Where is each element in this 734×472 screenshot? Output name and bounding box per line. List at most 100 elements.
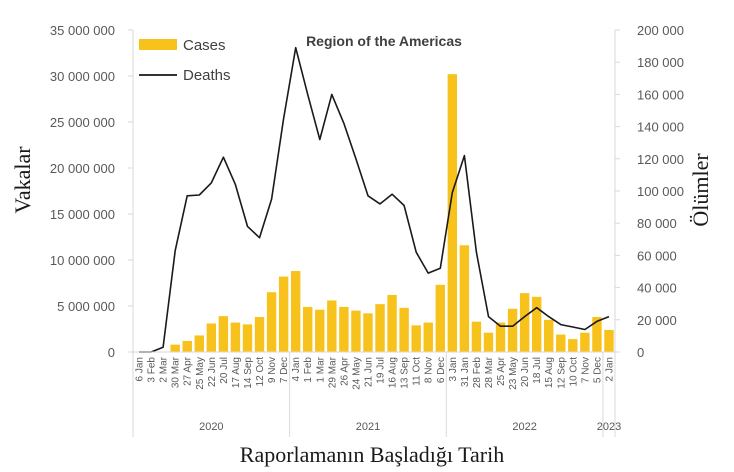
x-tick-label: 1 Feb bbox=[303, 357, 314, 383]
deaths-line-group bbox=[139, 46, 610, 353]
cases-bar bbox=[495, 322, 506, 352]
cases-bar bbox=[375, 304, 385, 352]
cases-bar bbox=[290, 271, 301, 352]
cases-bar bbox=[580, 332, 590, 352]
cases-bar bbox=[544, 319, 554, 352]
cases-bar bbox=[206, 323, 217, 352]
legend: Cases Deaths bbox=[139, 37, 231, 84]
y-tick-label: 10 000 000 bbox=[50, 253, 115, 268]
cases-bar bbox=[604, 329, 614, 352]
right-axis: 0 20 000 40 000 60 000 80 000 100 000 120 000 1… bbox=[614, 23, 684, 360]
y2-tick-label: 60 000 bbox=[637, 248, 677, 263]
cases-bar bbox=[339, 306, 349, 352]
cases-bar bbox=[556, 334, 566, 352]
x-tick-label: 24 May bbox=[351, 357, 362, 390]
x-tick-label: 23 May bbox=[508, 357, 519, 390]
x-tick-label: 20 Jun bbox=[520, 357, 531, 387]
y-tick-label: 30 000 000 bbox=[50, 69, 115, 84]
cases-bar bbox=[568, 339, 578, 352]
cases-bar bbox=[242, 324, 253, 352]
year-label: 2021 bbox=[356, 421, 380, 433]
x-tick-label: 16 Aug bbox=[388, 357, 399, 388]
x-tick-label: 25 Apr bbox=[496, 356, 507, 386]
cases-bar bbox=[254, 317, 265, 352]
cases-bar bbox=[387, 294, 397, 352]
x-tick-label: 15 Aug bbox=[544, 357, 555, 388]
year-label: 2023 bbox=[597, 421, 621, 433]
y-axis-title: Vakalar bbox=[10, 146, 35, 214]
x-tick-label: 12 Sep bbox=[556, 357, 567, 389]
y2-tick-label: 0 bbox=[637, 345, 644, 360]
legend-label-deaths: Deaths bbox=[183, 67, 231, 84]
x-tick-label: 26 Apr bbox=[339, 356, 350, 386]
y2-tick-label: 160 000 bbox=[637, 87, 684, 102]
cases-bar bbox=[423, 322, 433, 352]
x-tick-label: 9 Nov bbox=[267, 357, 278, 383]
y2-tick-label: 140 000 bbox=[637, 120, 684, 135]
year-label: 2022 bbox=[512, 421, 536, 433]
deaths-line bbox=[139, 46, 610, 353]
x-tick-label: 14 Sep bbox=[243, 357, 254, 389]
y-tick-label: 25 000 000 bbox=[50, 115, 115, 130]
y-tick-label: 15 000 000 bbox=[50, 207, 115, 222]
chart-title: Region of the Americas bbox=[306, 33, 462, 49]
y2-tick-label: 80 000 bbox=[637, 216, 677, 231]
y2-tick-label: 40 000 bbox=[637, 281, 677, 296]
x-tick-label: 2 Mar bbox=[159, 356, 170, 382]
x-tick-label: 3 Jan bbox=[448, 357, 459, 381]
cases-bar bbox=[182, 340, 192, 352]
left-axis: 0 5 000 000 10 000 000 15 000 000 20 000 000… bbox=[50, 23, 134, 360]
x-tick-label: 6 Dec bbox=[436, 357, 447, 383]
cases-bar bbox=[531, 296, 542, 352]
y2-tick-label: 20 000 bbox=[637, 313, 677, 328]
cases-bar bbox=[218, 316, 229, 352]
cases-bar bbox=[507, 308, 518, 352]
x-tick-label: 29 Mar bbox=[327, 356, 338, 388]
x-tick-label: 7 Nov bbox=[580, 357, 591, 383]
legend-label-cases: Cases bbox=[183, 37, 226, 54]
x-tick-label: 20 Jul bbox=[219, 357, 230, 384]
x-tick-label: 22 Jun bbox=[207, 357, 218, 387]
y2-tick-label: 120 000 bbox=[637, 152, 684, 167]
x-tick-label: 2 Jan bbox=[605, 357, 616, 381]
x-tick-label: 6 Jan bbox=[135, 357, 146, 381]
cases-bar bbox=[411, 325, 421, 352]
cases-bar bbox=[266, 292, 277, 352]
y2-tick-label: 200 000 bbox=[637, 23, 684, 38]
legend-swatch-cases bbox=[139, 39, 177, 50]
x-tick-label: 5 Dec bbox=[592, 357, 603, 383]
year-label: 2020 bbox=[199, 421, 223, 433]
x-tick-label: 13 Sep bbox=[400, 357, 411, 389]
x-tick-label: 19 Jul bbox=[376, 357, 387, 384]
x-tick-label: 28 Mar bbox=[484, 356, 495, 388]
cases-bar bbox=[278, 276, 289, 352]
cases-bar bbox=[483, 332, 494, 352]
cases-bars bbox=[170, 74, 614, 352]
x-tick-label: 3 Feb bbox=[147, 357, 158, 383]
x-tick-label: 8 Nov bbox=[424, 357, 435, 383]
x-tick-label: 31 Jan bbox=[460, 357, 471, 387]
x-tick-label: 10 Oct bbox=[568, 357, 579, 387]
x-tick-label: 25 May bbox=[195, 357, 206, 390]
y2-tick-label: 100 000 bbox=[637, 184, 684, 199]
y-tick-label: 5 000 000 bbox=[57, 299, 115, 314]
cases-bar bbox=[363, 313, 373, 352]
cases-bar bbox=[592, 317, 602, 352]
y2-axis-title: Ölümler bbox=[688, 153, 713, 227]
x-tick-label: 21 Jun bbox=[364, 357, 375, 387]
y2-tick-label: 180 000 bbox=[637, 55, 684, 70]
cases-bar bbox=[194, 335, 204, 352]
x-tick-label: 30 Mar bbox=[171, 356, 182, 388]
x-tick-label: 18 Jul bbox=[532, 357, 543, 384]
x-tick-label: 28 Feb bbox=[472, 357, 483, 389]
x-tick-label: 4 Jan bbox=[291, 357, 302, 381]
cases-bar bbox=[351, 310, 361, 352]
x-tick-label: 12 Oct bbox=[255, 357, 266, 387]
x-tick-label: 7 Dec bbox=[279, 357, 290, 383]
x-tick-label: 11 Oct bbox=[412, 357, 423, 386]
cases-bar bbox=[230, 322, 241, 352]
y-tick-label: 20 000 000 bbox=[50, 161, 115, 176]
cases-bar bbox=[459, 245, 470, 352]
cases-bar bbox=[315, 309, 325, 352]
